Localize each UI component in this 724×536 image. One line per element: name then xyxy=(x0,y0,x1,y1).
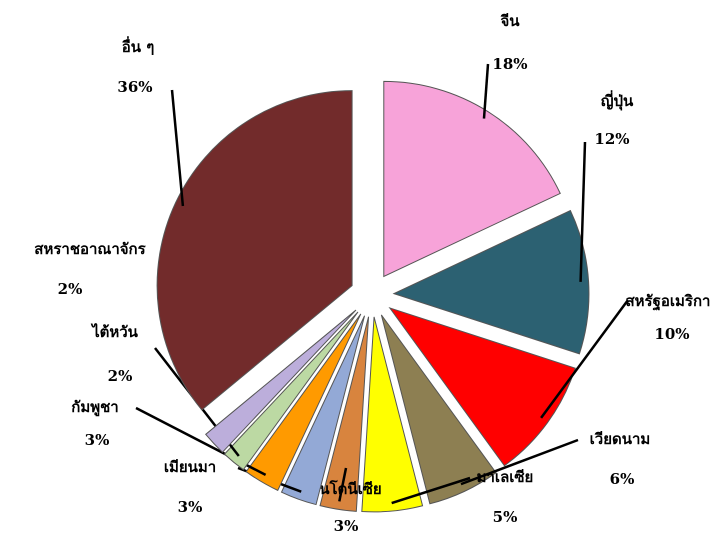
leader-line xyxy=(170,89,185,207)
leader-line xyxy=(540,299,630,419)
pie-slice xyxy=(319,316,370,512)
pie-slice xyxy=(156,90,353,411)
pie-slice xyxy=(392,209,590,355)
pie-slice xyxy=(223,311,359,471)
leader-line xyxy=(460,438,579,486)
leader-line xyxy=(391,476,471,505)
category-label: อื่น ๆ xyxy=(122,36,155,56)
pie-slice xyxy=(380,314,497,505)
category-label: สหราชอาณาจักร xyxy=(34,240,146,258)
value-label: 2% xyxy=(58,280,83,298)
pie-slice xyxy=(205,309,357,453)
category-label: เวียดนาม xyxy=(590,430,651,448)
value-label: 5% xyxy=(493,508,518,526)
category-label: เมียนมา xyxy=(164,458,216,476)
category-label: จีน xyxy=(500,12,520,30)
pie-slice xyxy=(245,313,362,492)
category-label: ไต้หวัน xyxy=(90,322,139,341)
leader-line xyxy=(482,63,490,119)
category-label: กัมพูชา xyxy=(71,398,118,417)
value-label: 3% xyxy=(178,498,203,516)
pie-slice xyxy=(361,316,424,513)
value-label: 3% xyxy=(85,431,110,449)
value-label: 2% xyxy=(108,367,133,385)
value-label: 12% xyxy=(594,130,629,148)
category-label: มาเลเซีย xyxy=(477,468,534,486)
value-label: 3% xyxy=(334,517,359,535)
leader-line xyxy=(338,467,348,502)
value-label: 6% xyxy=(610,470,635,488)
category-label: สหรัฐอเมริกา xyxy=(626,292,711,311)
value-label: 10% xyxy=(654,325,689,343)
value-label: 18% xyxy=(492,55,527,73)
pie-slice xyxy=(280,315,366,506)
pie-slice xyxy=(383,80,561,278)
leader-line xyxy=(579,141,587,282)
value-label: 36% xyxy=(117,78,152,96)
category-label: ญี่ปุ่น xyxy=(601,90,634,111)
category-label: อินโดนีเซีย xyxy=(310,479,381,498)
